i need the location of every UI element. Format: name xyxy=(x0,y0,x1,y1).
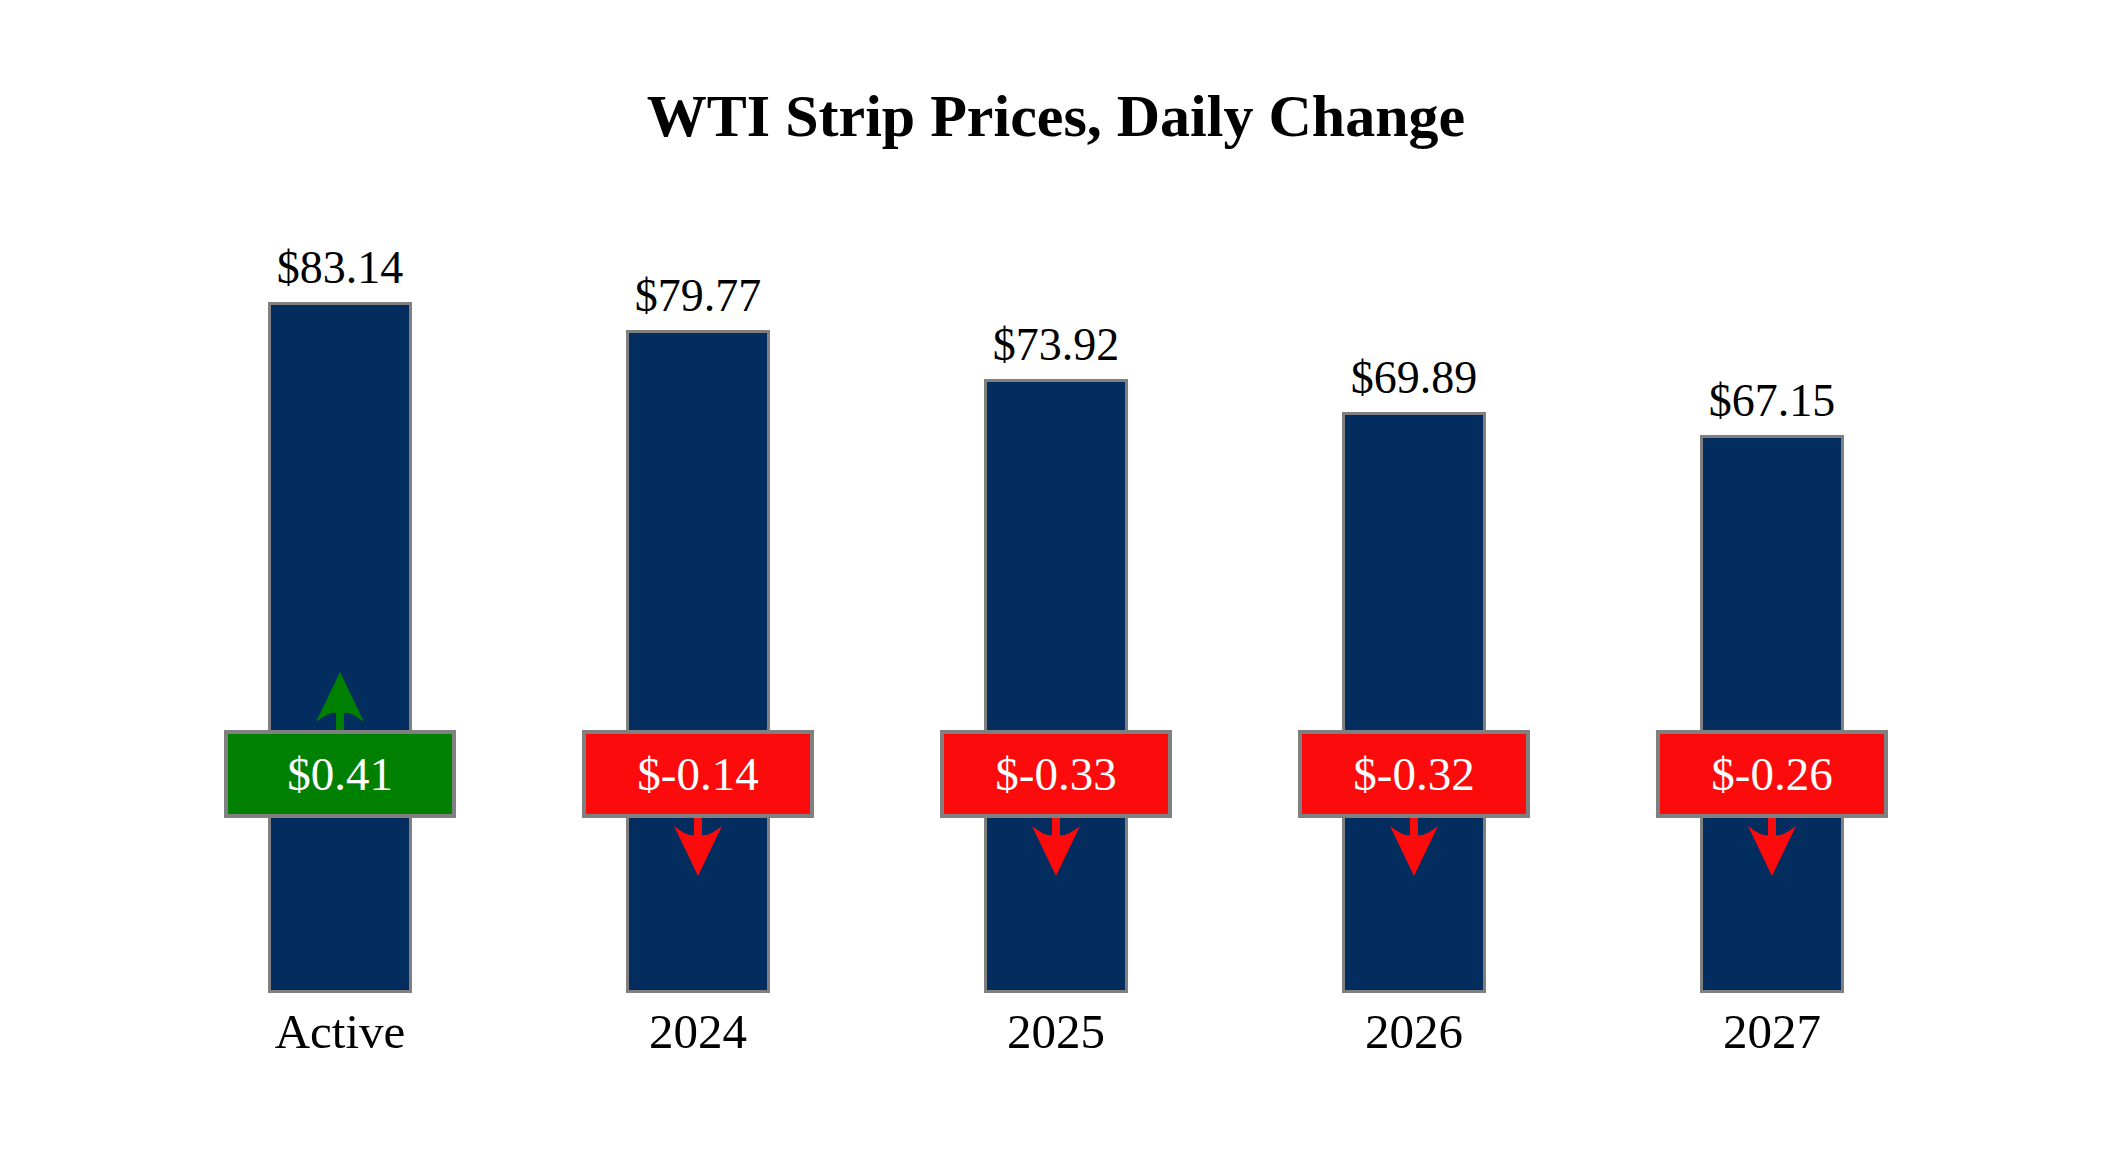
price-bar xyxy=(268,302,412,993)
price-bar xyxy=(1342,412,1486,993)
bar-value-label: $67.15 xyxy=(1622,374,1922,427)
down-arrow-icon xyxy=(670,818,726,876)
change-badge-label: $-0.26 xyxy=(1711,747,1832,801)
plot-area: $83.14 $0.41 Active $79.77 $-0.14 2024 $… xyxy=(0,0,2112,1152)
change-badge-label: $0.41 xyxy=(287,747,393,801)
bar-value-label: $73.92 xyxy=(906,318,1206,371)
chart-canvas: WTI Strip Prices, Daily Change $83.14 $0… xyxy=(0,0,2112,1152)
bar-value-label: $83.14 xyxy=(190,241,490,294)
category-label: 2024 xyxy=(548,1003,848,1060)
category-label: Active xyxy=(190,1003,490,1060)
up-arrow-icon xyxy=(312,672,368,730)
change-badge: $-0.32 xyxy=(1298,730,1530,818)
down-arrow-icon xyxy=(1386,818,1442,876)
price-bar xyxy=(626,330,770,993)
change-badge: $-0.14 xyxy=(582,730,814,818)
down-arrow-icon xyxy=(1028,818,1084,876)
change-badge-label: $-0.32 xyxy=(1353,747,1474,801)
change-badge: $0.41 xyxy=(224,730,456,818)
bar-value-label: $79.77 xyxy=(548,269,848,322)
category-label: 2026 xyxy=(1264,1003,1564,1060)
change-badge: $-0.26 xyxy=(1656,730,1888,818)
change-badge: $-0.33 xyxy=(940,730,1172,818)
price-bar xyxy=(1700,435,1844,993)
price-bar xyxy=(984,379,1128,993)
category-label: 2025 xyxy=(906,1003,1206,1060)
category-label: 2027 xyxy=(1622,1003,1922,1060)
change-badge-label: $-0.14 xyxy=(637,747,758,801)
down-arrow-icon xyxy=(1744,818,1800,876)
bar-value-label: $69.89 xyxy=(1264,351,1564,404)
change-badge-label: $-0.33 xyxy=(995,747,1116,801)
